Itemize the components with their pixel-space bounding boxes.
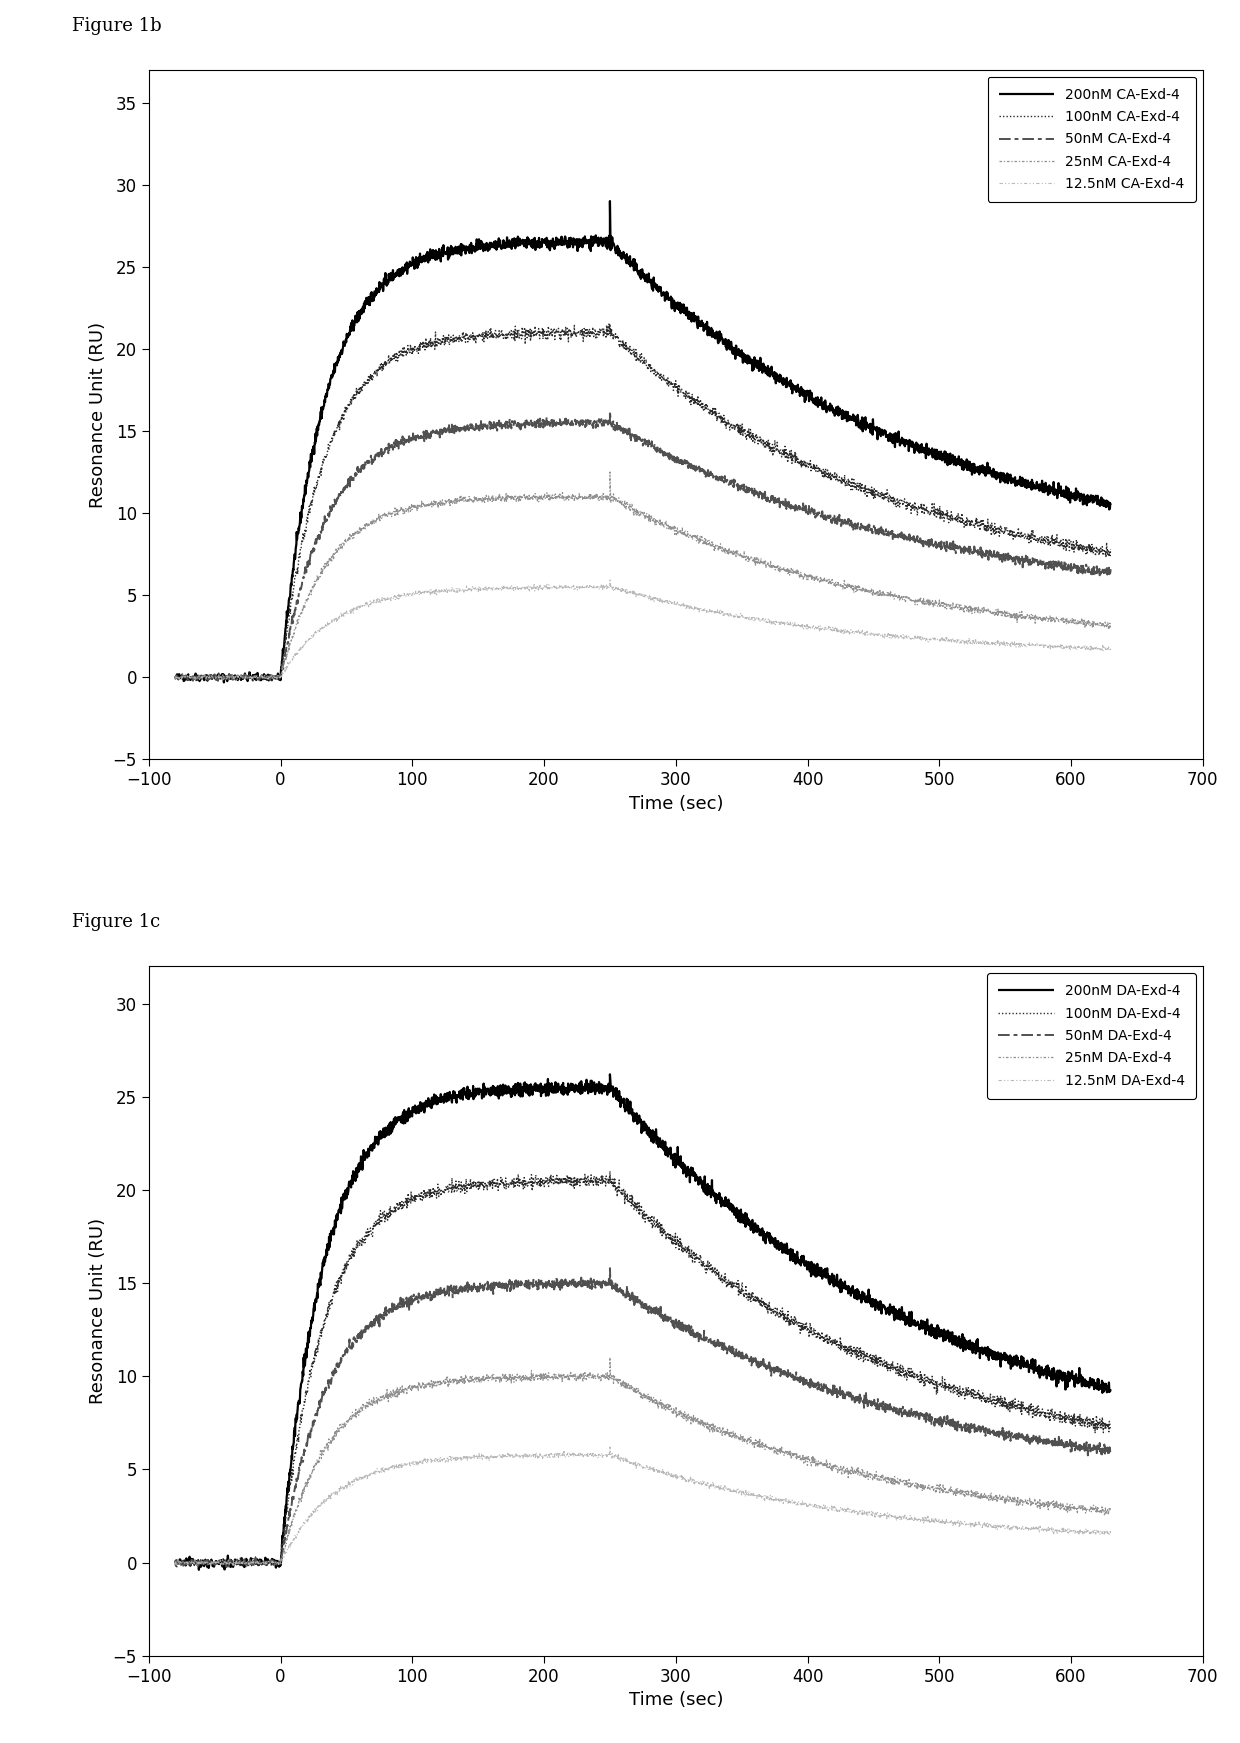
X-axis label: Time (sec): Time (sec) [629, 1691, 723, 1710]
Legend: 200nM CA-Exd-4, 100nM CA-Exd-4, 50nM CA-Exd-4, 25nM CA-Exd-4, 12.5nM CA-Exd-4: 200nM CA-Exd-4, 100nM CA-Exd-4, 50nM CA-… [988, 77, 1195, 202]
X-axis label: Time (sec): Time (sec) [629, 795, 723, 812]
Text: Figure 1b: Figure 1b [72, 17, 162, 35]
Y-axis label: Resonance Unit (RU): Resonance Unit (RU) [89, 321, 107, 507]
Text: Figure 1c: Figure 1c [72, 913, 161, 931]
Legend: 200nM DA-Exd-4, 100nM DA-Exd-4, 50nM DA-Exd-4, 25nM DA-Exd-4, 12.5nM DA-Exd-4: 200nM DA-Exd-4, 100nM DA-Exd-4, 50nM DA-… [987, 973, 1195, 1098]
Y-axis label: Resonance Unit (RU): Resonance Unit (RU) [89, 1218, 107, 1405]
